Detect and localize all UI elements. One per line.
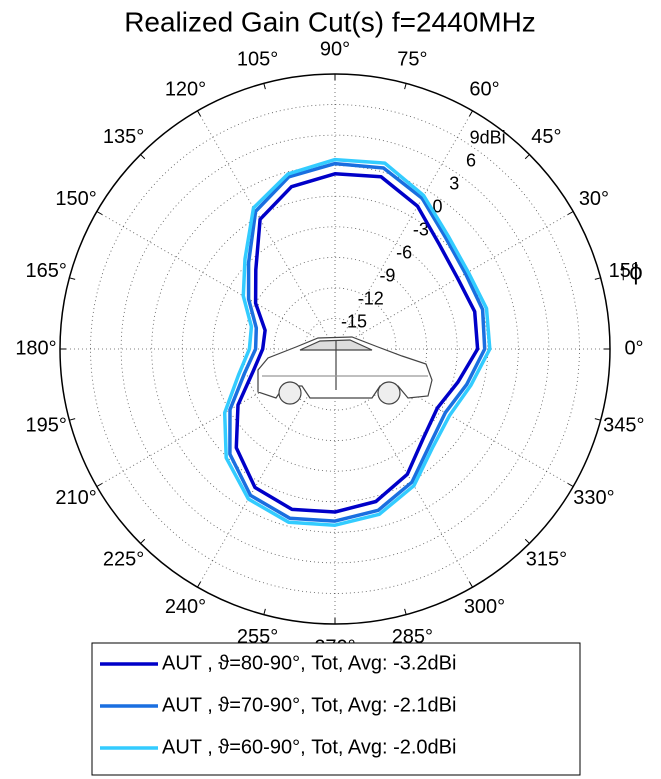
legend-box (91, 642, 581, 776)
r-tick-label: -15 (341, 312, 367, 332)
theta-tick (567, 211, 574, 215)
theta-tick (524, 538, 530, 544)
theta-tick-label: 225° (103, 549, 144, 571)
theta-tick (263, 83, 266, 90)
theta-tick-label: 195° (26, 415, 67, 437)
r-tick-label: 6 (466, 151, 476, 171)
theta-tick (140, 154, 146, 160)
theta-tick (96, 211, 103, 215)
grid-circle (151, 165, 519, 533)
theta-tick (140, 538, 146, 544)
theta-tick-label: 345° (603, 415, 644, 437)
chart-title: Realized Gain Cut(s) f=2440MHz (124, 6, 536, 37)
theta-tick (567, 483, 574, 487)
theta-tick (96, 483, 103, 487)
theta-tick-label: 315° (526, 549, 567, 571)
r-tick-label: -12 (358, 289, 384, 309)
series-line (234, 172, 480, 514)
theta-tick-label: 165° (26, 260, 67, 282)
r-tick-label: 9dBi (470, 128, 506, 148)
r-tick-label: -9 (379, 266, 395, 286)
theta-tick (69, 418, 76, 421)
r-tick-label: -3 (413, 220, 429, 240)
theta-tick-label: 330° (573, 487, 614, 509)
grid-circle (120, 134, 550, 564)
theta-tick-label: 0° (624, 337, 643, 359)
theta-tick (469, 110, 473, 117)
theta-tick (404, 608, 407, 615)
r-tick-label: 3 (449, 174, 459, 194)
theta-tick (263, 608, 266, 615)
theta-tick (197, 110, 201, 117)
theta-tick (404, 83, 407, 90)
legend-label: AUT , ϑ=60-90°, Tot, Avg: -2.0dBi (162, 736, 456, 758)
car-image (257, 336, 433, 405)
legend-label: AUT , ϑ=70-90°, Tot, Avg: -2.1dBi (162, 694, 456, 716)
theta-tick-label: 75° (397, 48, 427, 70)
r-tick-label: 0 (433, 197, 443, 217)
theta-tick-label: 30° (579, 188, 609, 210)
theta-tick-label: 15° (609, 260, 639, 282)
grid-circle (273, 287, 397, 411)
theta-tick (469, 581, 473, 588)
theta-tick (69, 277, 76, 280)
grid-circle (212, 226, 458, 472)
theta-tick-label: 150° (55, 188, 96, 210)
theta-tick (197, 581, 201, 588)
theta-tick-label: 45° (531, 126, 561, 148)
theta-tick (594, 418, 601, 421)
theta-tick-label: 300° (464, 596, 505, 618)
theta-tick-label: 135° (103, 126, 144, 148)
theta-tick-label: 240° (165, 596, 206, 618)
grid-circle (242, 256, 428, 442)
annotation: ↑ϕ (617, 258, 642, 285)
series-line (228, 161, 487, 523)
theta-tick-label: 120° (165, 78, 206, 100)
theta-tick-label: 90° (320, 38, 350, 60)
r-tick-label: -6 (396, 243, 412, 263)
theta-tick (524, 154, 530, 160)
theta-tick (594, 277, 601, 280)
theta-tick-label: 180° (15, 337, 56, 359)
legend-label: AUT , ϑ=80-90°, Tot, Avg: -3.2dBi (162, 652, 456, 674)
theta-tick-label: 60° (469, 78, 499, 100)
theta-tick-label: 105° (237, 48, 278, 70)
series-line (222, 157, 492, 527)
theta-tick-label: 210° (55, 487, 96, 509)
